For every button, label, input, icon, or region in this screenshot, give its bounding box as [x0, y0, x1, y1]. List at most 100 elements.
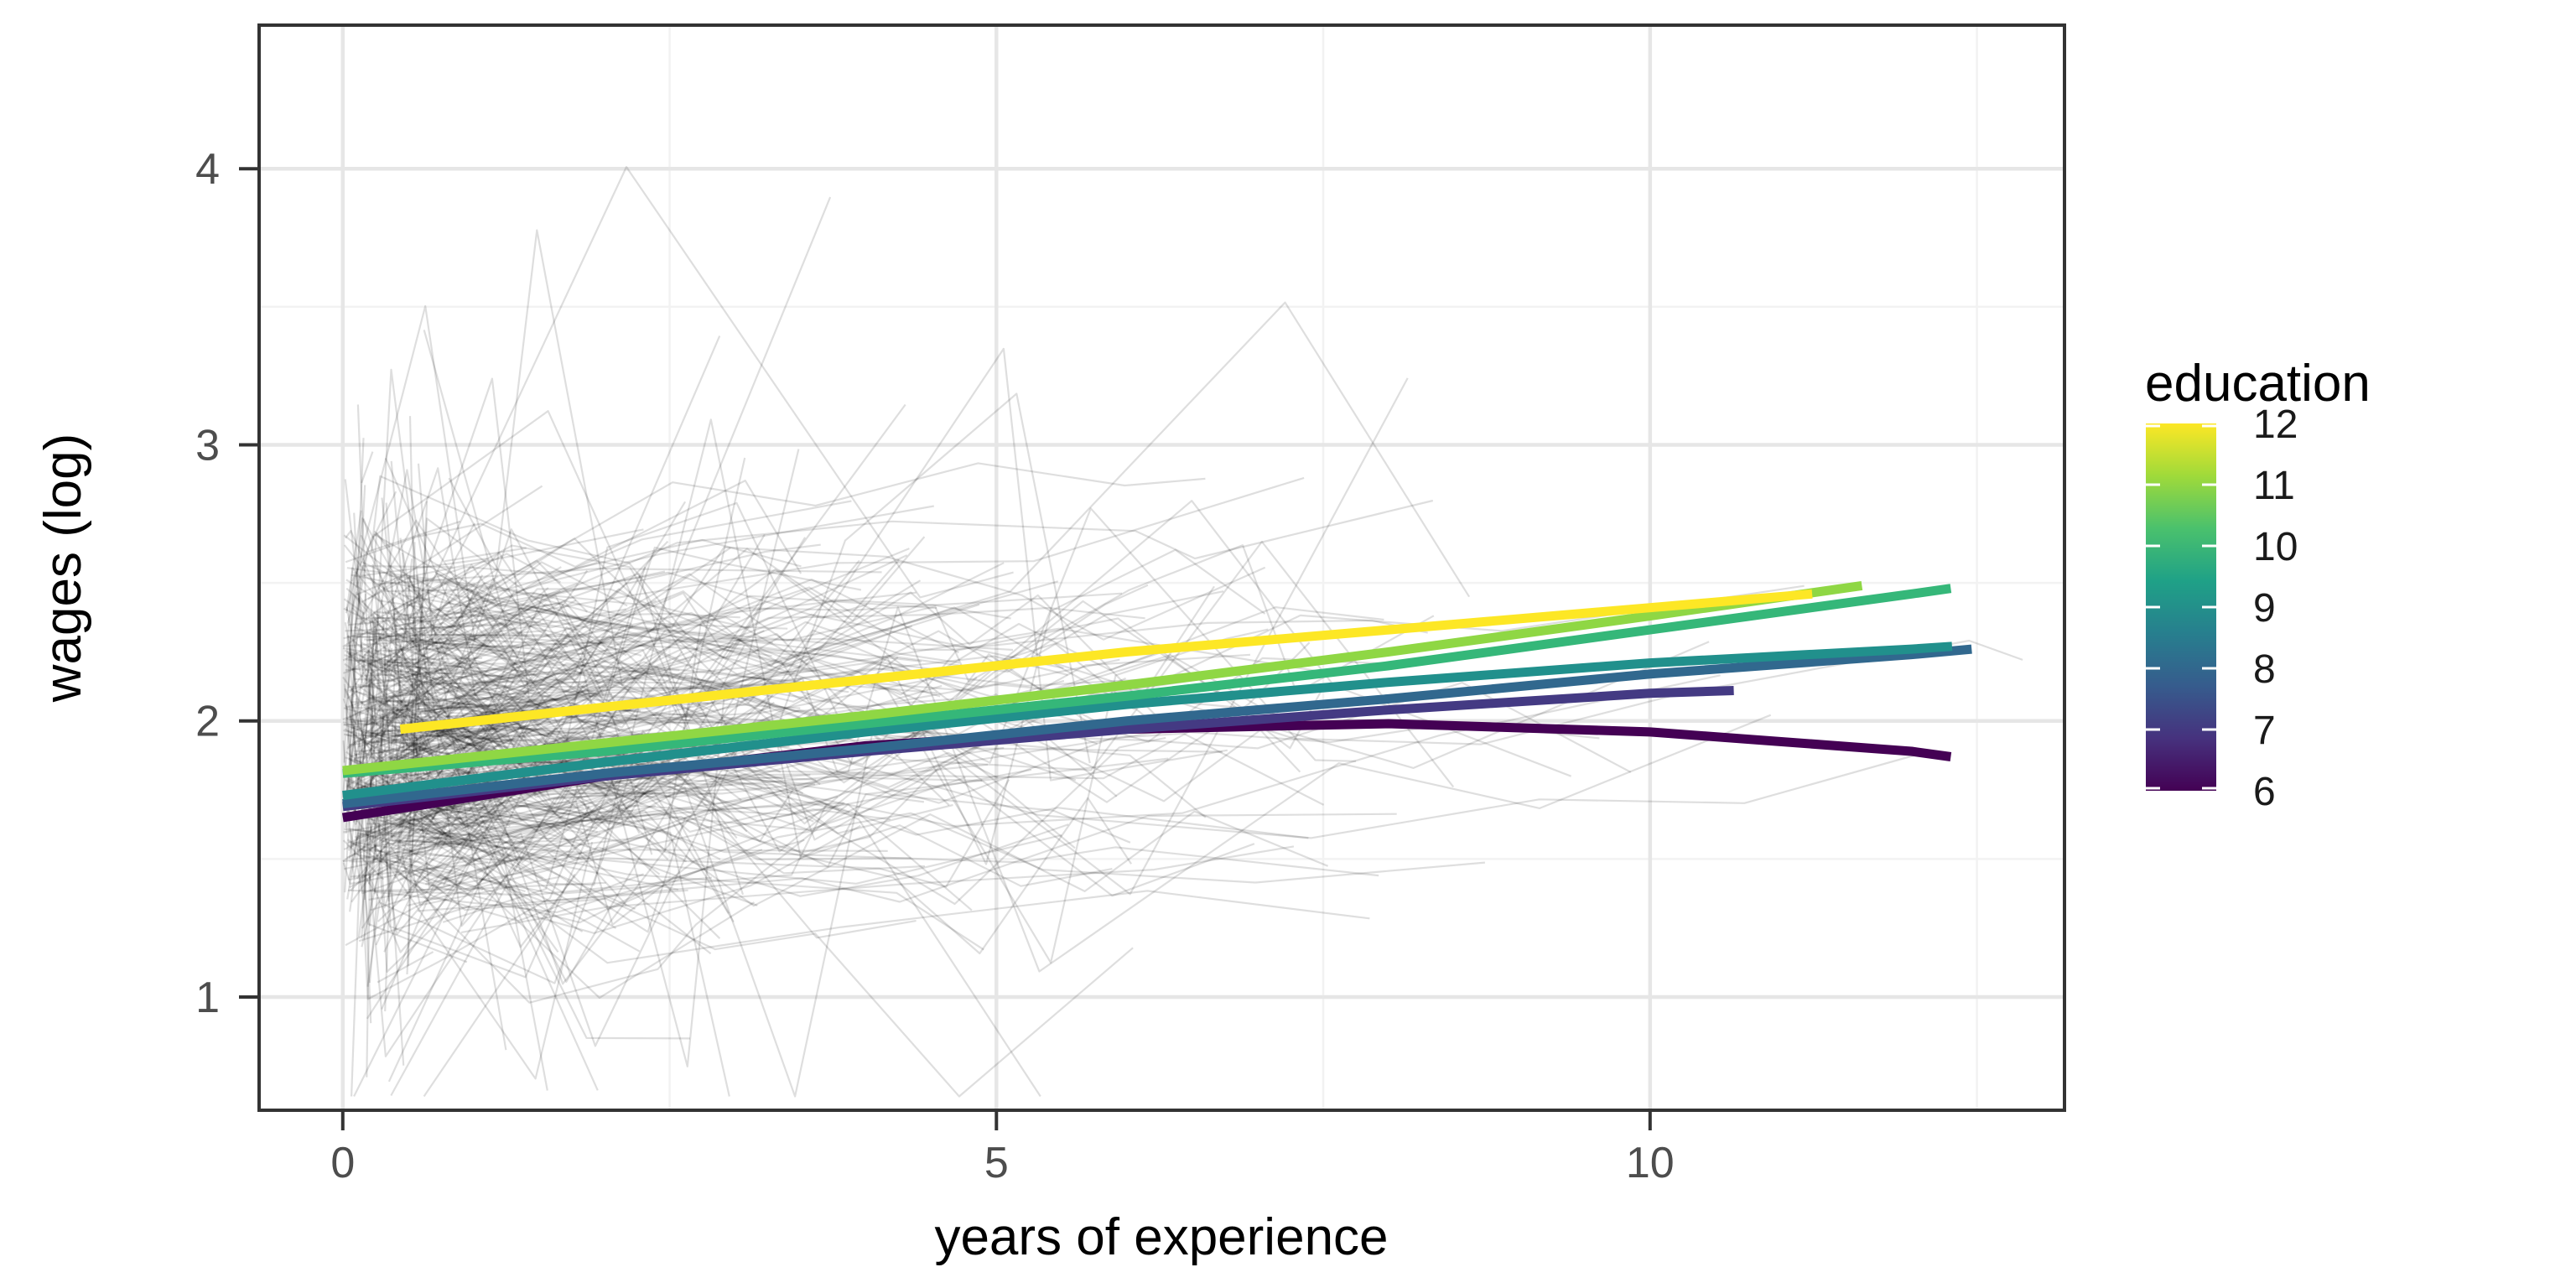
subject-trajectory [344, 726, 365, 797]
subject-trajectory [351, 229, 848, 687]
legend-labels: 12 11 10 9 8 7 6 [2253, 402, 2298, 814]
subject-trajectory [355, 613, 1064, 669]
subject-trajectory [350, 709, 537, 793]
subject-trajectory [439, 499, 1434, 644]
subject-trajectory [368, 710, 391, 789]
subject-trajectory [408, 576, 450, 662]
subject-trajectory [380, 809, 633, 822]
subject-trajectory [394, 500, 852, 622]
subject-trajectory [349, 520, 461, 656]
subject-trajectory [465, 595, 518, 656]
subject-trajectory [342, 647, 471, 670]
subject-trajectory [396, 634, 544, 663]
subject-trajectory [405, 605, 423, 622]
subject-trajectory [399, 501, 841, 772]
subject-trajectory [346, 645, 619, 720]
subject-trajectory [367, 544, 1435, 694]
subject-trajectory [351, 591, 1171, 730]
subject-trajectory [407, 542, 416, 966]
subject-trajectory [368, 779, 1010, 901]
subject-trajectory [384, 457, 738, 839]
subject-trajectory [362, 602, 485, 728]
subject-trajectory [366, 476, 1305, 641]
subject-trajectory [410, 640, 599, 678]
subject-trajectory [425, 809, 1379, 883]
subject-trajectory [362, 839, 805, 913]
subject-trajectory [372, 636, 827, 712]
legend-tick-marks [2146, 424, 2216, 790]
subject-trajectory [388, 543, 821, 651]
subject-trajectory [377, 621, 1014, 664]
subject-trajectory [418, 771, 589, 844]
subject-trajectory [445, 301, 1471, 719]
subject-trajectory [367, 793, 1309, 839]
subject-trajectory [382, 582, 475, 615]
subject-trajectory [342, 823, 439, 862]
subject-trajectory [391, 558, 413, 761]
subject-trajectory [362, 616, 377, 760]
subject-trajectory [356, 589, 561, 708]
subject-trajectory [343, 607, 421, 647]
subject-trajectory [352, 627, 611, 692]
subject-trajectory [446, 693, 613, 709]
subject-trajectory [350, 728, 748, 833]
subject-trajectory [367, 614, 379, 657]
subject-trajectory [354, 588, 764, 688]
subject-trajectory [391, 764, 817, 865]
y-tick-label: 3 [195, 421, 220, 470]
subject-trajectory [405, 586, 657, 631]
subject-trajectory [444, 833, 601, 880]
subject-trajectory [348, 750, 1932, 839]
subject-trajectory [367, 662, 624, 716]
subject-trajectory [343, 733, 510, 738]
subject-trajectory [381, 552, 634, 669]
subject-trajectory [381, 855, 525, 1010]
subject-trajectory [399, 834, 559, 953]
subject-trajectory [343, 582, 578, 674]
subject-trajectory [347, 635, 794, 843]
axis-tick-labels: 0 5 10 1 2 3 4 [195, 145, 1675, 1187]
subject-trajectory [349, 828, 636, 911]
subject-trajectory [407, 822, 683, 907]
subject-trajectory [392, 578, 442, 708]
subject-trajectory [356, 848, 510, 862]
subject-trajectory [380, 579, 922, 717]
subject-trajectory [401, 865, 444, 893]
subject-trajectory [362, 739, 434, 861]
subject-trajectory [399, 621, 542, 631]
subject-trajectory [370, 588, 579, 758]
subject-trajectory [365, 817, 984, 951]
subject-trajectory [361, 679, 426, 737]
subject-trajectory [373, 610, 414, 617]
subject-trajectory [348, 809, 508, 881]
subject-trajectory [343, 593, 539, 763]
subject-trajectory [397, 839, 561, 847]
subject-trajectory [349, 846, 758, 906]
subject-trajectory [363, 776, 735, 922]
subject-trajectory [358, 735, 1207, 881]
subject-trajectory [345, 571, 868, 672]
subject-trajectory [416, 574, 469, 713]
subject-trajectory [411, 735, 741, 1047]
subject-trajectory [418, 591, 917, 689]
subject-trajectory [402, 840, 679, 899]
subject-trajectory [348, 643, 655, 730]
subject-trajectory [415, 869, 1134, 1098]
smooth-line-education-10 [342, 584, 1952, 778]
subject-trajectory [360, 534, 400, 614]
subject-trajectory [412, 517, 594, 753]
subject-trajectory [367, 653, 402, 687]
subject-trajectory [361, 528, 644, 603]
subject-trajectory [377, 648, 515, 738]
subject-trajectory [434, 620, 773, 673]
subject-trajectory [416, 661, 430, 711]
subject-trajectory [447, 663, 680, 693]
subject-trajectory [366, 787, 603, 826]
subject-trajectory [417, 463, 471, 651]
subject-trajectory [344, 688, 358, 715]
x-tick-label: 5 [984, 1139, 1009, 1187]
subject-trajectory [373, 659, 449, 712]
subject-trajectory [345, 480, 802, 574]
subject-trajectory [397, 701, 528, 713]
subject-trajectory [410, 713, 708, 776]
